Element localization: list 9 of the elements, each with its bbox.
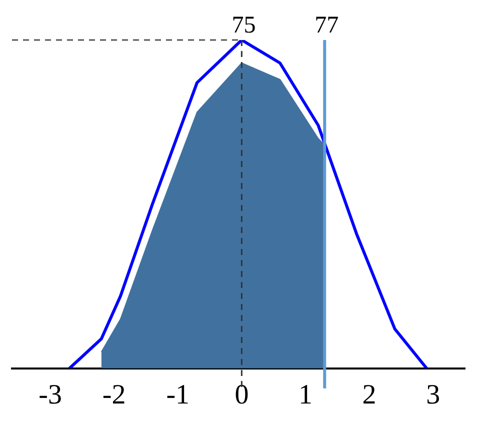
x-tick-label: -1 [166,380,190,411]
x-tick-label: -2 [102,380,126,411]
text: 77 [314,12,339,38]
x-tick-label: 3 [426,380,440,411]
x-tick-label: 0 [234,380,249,411]
x-tick-label: 1 [298,380,312,411]
text: 75 [232,12,256,38]
x-tick-label: 2 [362,380,376,411]
x-tick-label: -3 [38,380,62,411]
